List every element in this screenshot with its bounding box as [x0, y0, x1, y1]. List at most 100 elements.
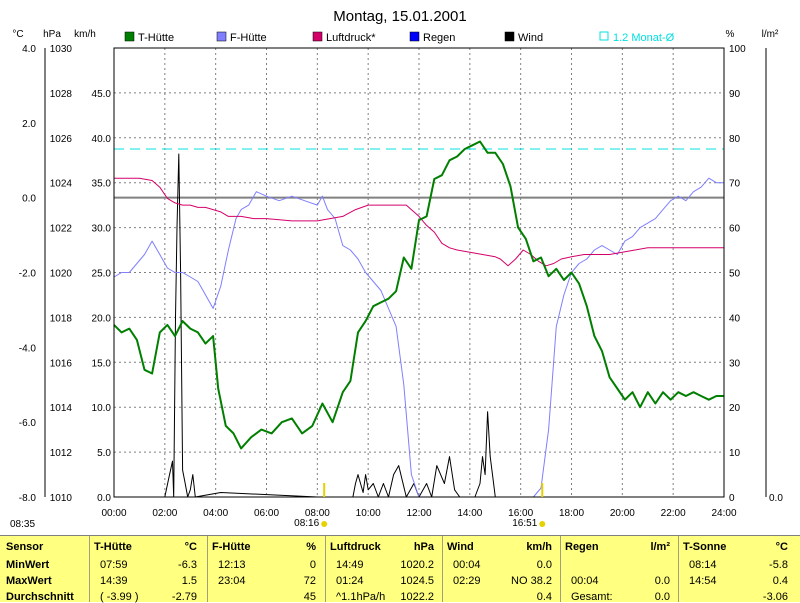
legend-label: Wind: [518, 32, 543, 44]
summary-header-title: T-Sonne: [683, 541, 727, 553]
rain-tick-label: 0.0: [769, 493, 783, 504]
summary-cell-value: 0: [309, 559, 316, 571]
celsius-tick-label: -6.0: [19, 418, 37, 429]
summary-cell-time: Gesamt:: [571, 591, 613, 603]
summary-header-unit: °C: [184, 541, 197, 553]
marker-bar: [541, 483, 544, 497]
kmh-tick-label: 30.0: [92, 224, 112, 235]
marker-bar: [323, 483, 326, 497]
legend-item: F-Hütte: [216, 31, 267, 44]
x-tick-label: 20:00: [610, 508, 635, 519]
percent-tick-label: 100: [729, 44, 746, 55]
unit-label-percent: %: [726, 29, 735, 40]
legend-swatch: [599, 31, 609, 41]
legend-label: Regen: [423, 32, 455, 44]
time-markers: 08:16 16:51: [294, 483, 546, 529]
summary-row-label: Durchschnitt: [6, 591, 74, 603]
summary-cell-time: 02:29: [453, 575, 481, 587]
summary-cell-value: 72: [303, 575, 316, 587]
legend-swatch: [124, 31, 135, 42]
summary-cell-time: 00:04: [571, 575, 599, 587]
summary-cell-time: 07:59: [100, 559, 128, 571]
summary-cell-value: 0.4: [536, 591, 552, 603]
summary-header-unit: km/h: [526, 541, 552, 553]
legend-swatch: [312, 31, 323, 42]
summary-cell-time: 14:54: [689, 575, 717, 587]
kmh-tick-label: 25.0: [92, 269, 112, 280]
marker-time-label: 08:16: [294, 518, 319, 529]
axis-unit-labels: °C hPa km/h% l/m²: [12, 29, 779, 40]
marker-dot: [321, 521, 328, 527]
legend-swatch: [409, 31, 420, 42]
summary-header-title: Regen: [565, 541, 599, 553]
hpa-tick-label: 1024: [50, 179, 73, 190]
summary-cell-value: 0.0: [654, 591, 670, 603]
series-line-t-h-tte: [113, 140, 724, 450]
percent-tick-label: 70: [729, 179, 741, 190]
legend-item: T-Hütte: [124, 31, 174, 44]
summary-header-title: Sensor: [6, 541, 44, 553]
kmh-tick-label: 15.0: [92, 358, 112, 369]
percent-tick-label: 40: [729, 313, 741, 324]
hpa-tick-label: 1010: [50, 493, 73, 504]
summary-cell-value: 0.4: [772, 575, 788, 587]
summary-cell-value: 1.5: [181, 575, 197, 587]
summary-header-title: Wind: [447, 541, 474, 553]
summary-cell-value: 1022.2: [400, 591, 434, 603]
summary-cell-time: 14:39: [100, 575, 128, 587]
legend-item: Regen: [409, 31, 455, 44]
summary-column-separator: [89, 536, 90, 602]
x-tick-label: 06:00: [254, 508, 279, 519]
summary-column-separator: [678, 536, 679, 602]
summary-header-unit: hPa: [413, 541, 434, 553]
summary-cell-value: 1024.5: [400, 575, 434, 587]
chart-title: Montag, 15.01.2001: [333, 8, 466, 25]
summary-row-label: MaxWert: [6, 575, 52, 587]
hpa-tick-label: 1022: [50, 224, 73, 235]
legend-swatch: [504, 31, 515, 42]
unit-label-rain: l/m²: [762, 29, 779, 40]
percent-tick-label: 0: [729, 493, 735, 504]
summary-cell-value: -6.3: [178, 559, 197, 571]
marker-dot: [539, 521, 546, 527]
celsius-tick-label: -4.0: [19, 343, 37, 354]
summary-column-separator: [442, 536, 443, 602]
summary-column-separator: [325, 536, 326, 602]
summary-column-separator: [560, 536, 561, 602]
summary-cell-time: 12:13: [218, 559, 246, 571]
summary-column-separator: [207, 536, 208, 602]
summary-header-title: T-Hütte: [94, 541, 132, 553]
kmh-tick-label: 5.0: [97, 448, 111, 459]
summary-header-unit: °C: [775, 541, 788, 553]
celsius-tick-label: -8.0: [19, 493, 37, 504]
percent-tick-label: 30: [729, 358, 741, 369]
summary-cell-value: 1020.2: [400, 559, 434, 571]
summary-header-unit: l/m²: [650, 541, 670, 553]
legend-label: F-Hütte: [230, 32, 267, 44]
legend-item: 1.2 Monat-Ø: [599, 31, 675, 44]
summary-cell-time: 23:04: [218, 575, 246, 587]
summary-table: Sensor T-Hütte °C F-Hütte% Luftdruck hPa Wind k…: [0, 535, 800, 603]
kmh-tick-label: 20.0: [92, 313, 112, 324]
summary-cell-time: ( -3.99 ): [100, 591, 139, 603]
weather-chart: Montag, 15.01.2001 T-Hütte F-Hütte Luftdru…: [10, 8, 783, 530]
percent-tick-label: 80: [729, 134, 741, 145]
percent-tick-label: 60: [729, 224, 741, 235]
kmh-tick-label: 40.0: [92, 134, 112, 145]
summary-cell-value: 0.0: [654, 575, 670, 587]
legend: T-Hütte F-Hütte Luftdruck* Regen Wind 1.2 Mon…: [124, 31, 675, 44]
summary-cell-value: -3.06: [762, 591, 788, 603]
x-tick-label: 12:00: [406, 508, 431, 519]
legend-swatch: [216, 31, 227, 42]
x-tick-label: 02:00: [152, 508, 177, 519]
summary-cell-time: 00:04: [453, 559, 481, 571]
hpa-tick-label: 1030: [50, 44, 73, 55]
plot-frame: [113, 47, 725, 498]
summary-cell-value: 0.0: [536, 559, 552, 571]
x-tick-label: 22:00: [661, 508, 686, 519]
time-label: 08:35: [10, 519, 35, 530]
percent-tick-label: 50: [729, 269, 741, 280]
marker-time-label: 16:51: [512, 518, 537, 529]
series-line-luftdruck: [114, 177, 724, 267]
summary-cell-value: -2.79: [171, 591, 197, 603]
